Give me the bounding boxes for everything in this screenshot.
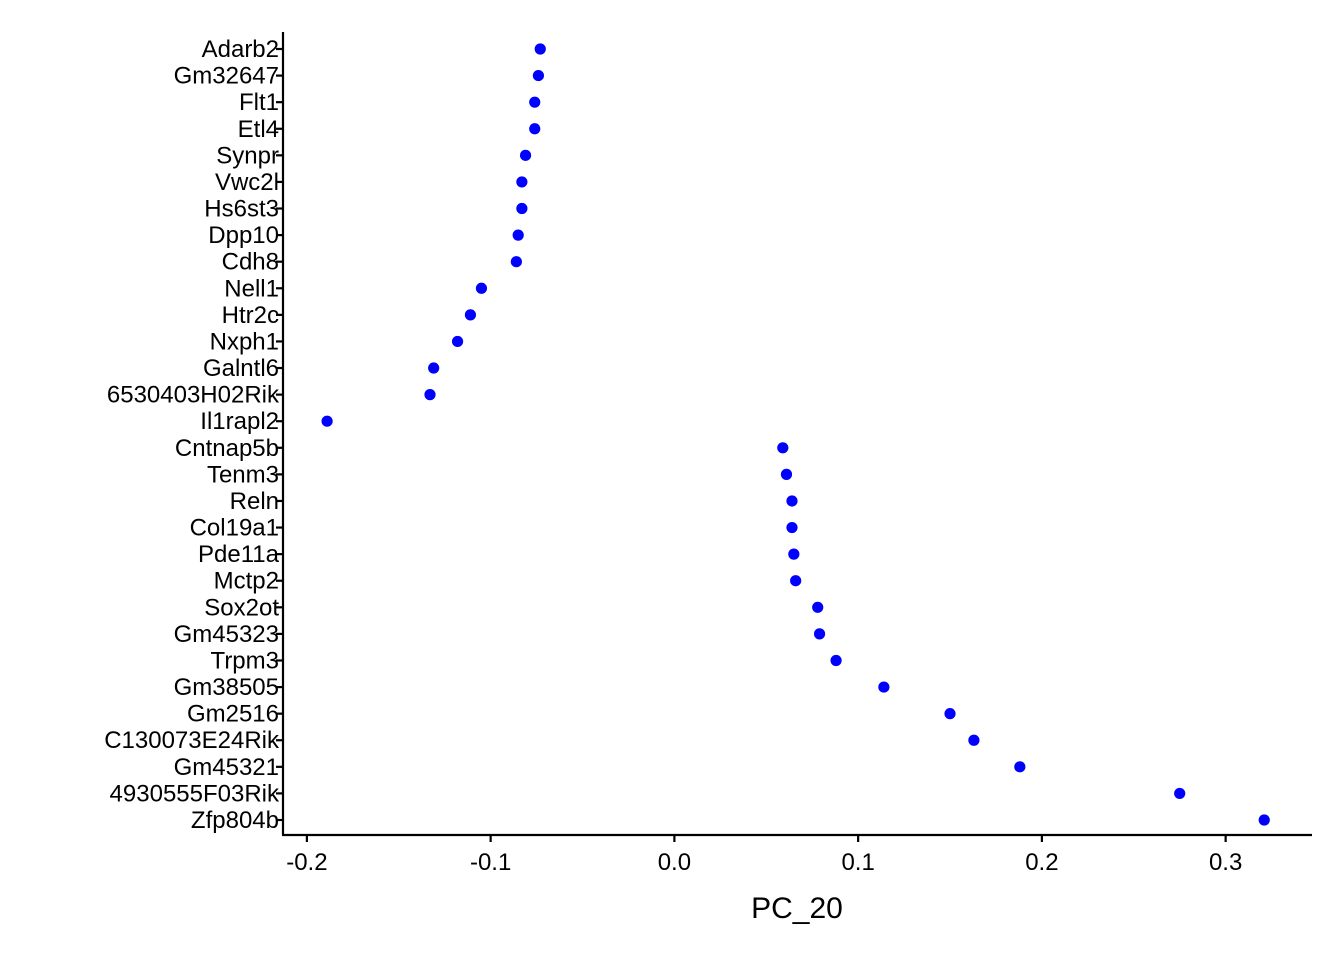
x-tick-label: -0.1	[470, 849, 511, 876]
y-tick-label: Il1rapl2	[200, 408, 279, 435]
data-point	[788, 548, 800, 560]
data-point	[1174, 787, 1186, 800]
data-point	[475, 282, 488, 294]
y-tick-label: Dpp10	[208, 222, 279, 249]
data-point	[321, 415, 333, 427]
x-axis-title: PC_20	[751, 892, 843, 925]
data-point	[519, 149, 532, 161]
y-tick-label: Htr2c	[222, 302, 279, 329]
y-tick-label: Gm38505	[174, 674, 279, 701]
data-point	[786, 495, 798, 507]
y-tick-label: Mctp2	[214, 568, 279, 595]
y-tick-label: Gm45321	[174, 754, 279, 781]
data-point	[529, 96, 541, 108]
y-tick-label: Galntl6	[203, 355, 279, 382]
data-point	[944, 708, 956, 720]
data-point	[1258, 814, 1270, 826]
data-point	[424, 389, 436, 401]
x-tick-label: 0.2	[1025, 849, 1058, 876]
data-point	[878, 681, 890, 693]
data-point	[529, 123, 541, 135]
data-point	[790, 575, 802, 587]
data-point	[812, 601, 824, 613]
data-point	[516, 176, 528, 188]
data-points	[321, 43, 1270, 826]
y-tick-label: Flt1	[239, 89, 279, 116]
data-point	[428, 362, 440, 374]
data-point	[968, 734, 980, 746]
y-axis-ticks: Adarb2Gm32647Flt1Etl4SynprVwc2lHs6st3Dpp…	[104, 36, 283, 834]
y-tick-label: Adarb2	[202, 36, 279, 63]
data-point	[510, 256, 522, 268]
x-tick-label: 0.0	[658, 849, 691, 876]
y-tick-label: Nell1	[224, 275, 279, 302]
y-tick-label: Hs6st3	[204, 196, 279, 223]
y-tick-label: Etl4	[238, 116, 279, 143]
data-point	[451, 335, 464, 348]
data-point	[780, 468, 793, 480]
y-tick-label: Synpr	[216, 142, 279, 169]
data-point	[786, 521, 798, 534]
y-tick-label: Zfp804b	[191, 807, 279, 834]
y-tick-label: Cntnap5b	[175, 435, 279, 462]
data-point	[516, 202, 528, 215]
data-point	[534, 43, 546, 55]
y-tick-label: Gm45323	[174, 621, 279, 648]
y-tick-label: Vwc2l	[215, 169, 279, 196]
y-tick-label: 6530403H02Rik	[107, 382, 280, 409]
y-tick-label: Nxph1	[210, 328, 279, 355]
data-point	[830, 654, 842, 667]
y-tick-label: Reln	[230, 488, 279, 515]
y-tick-label: C130073E24Rik	[104, 727, 280, 754]
data-point	[464, 309, 477, 321]
y-tick-label: Cdh8	[222, 249, 279, 276]
y-tick-label: Gm32647	[174, 63, 279, 90]
y-tick-label: Trpm3	[211, 647, 279, 674]
data-point	[813, 628, 826, 640]
data-point	[777, 442, 789, 454]
data-point	[532, 69, 545, 82]
y-tick-label: Pde11a	[198, 541, 280, 568]
y-tick-label: 4930555F03Rik	[110, 780, 280, 807]
y-tick-label: Sox2ot	[204, 594, 279, 621]
y-tick-label: Gm2516	[187, 701, 279, 728]
x-tick-label: -0.2	[286, 849, 327, 876]
y-tick-label: Tenm3	[207, 461, 279, 488]
data-point	[512, 229, 524, 241]
x-axis-ticks: -0.2 -0.1 0.0 0.1 0.2 0.3	[286, 835, 1242, 876]
x-tick-label: 0.3	[1209, 849, 1242, 876]
y-tick-label: Col19a1	[190, 515, 279, 542]
data-point	[1014, 761, 1026, 773]
x-tick-label: 0.1	[841, 849, 874, 876]
